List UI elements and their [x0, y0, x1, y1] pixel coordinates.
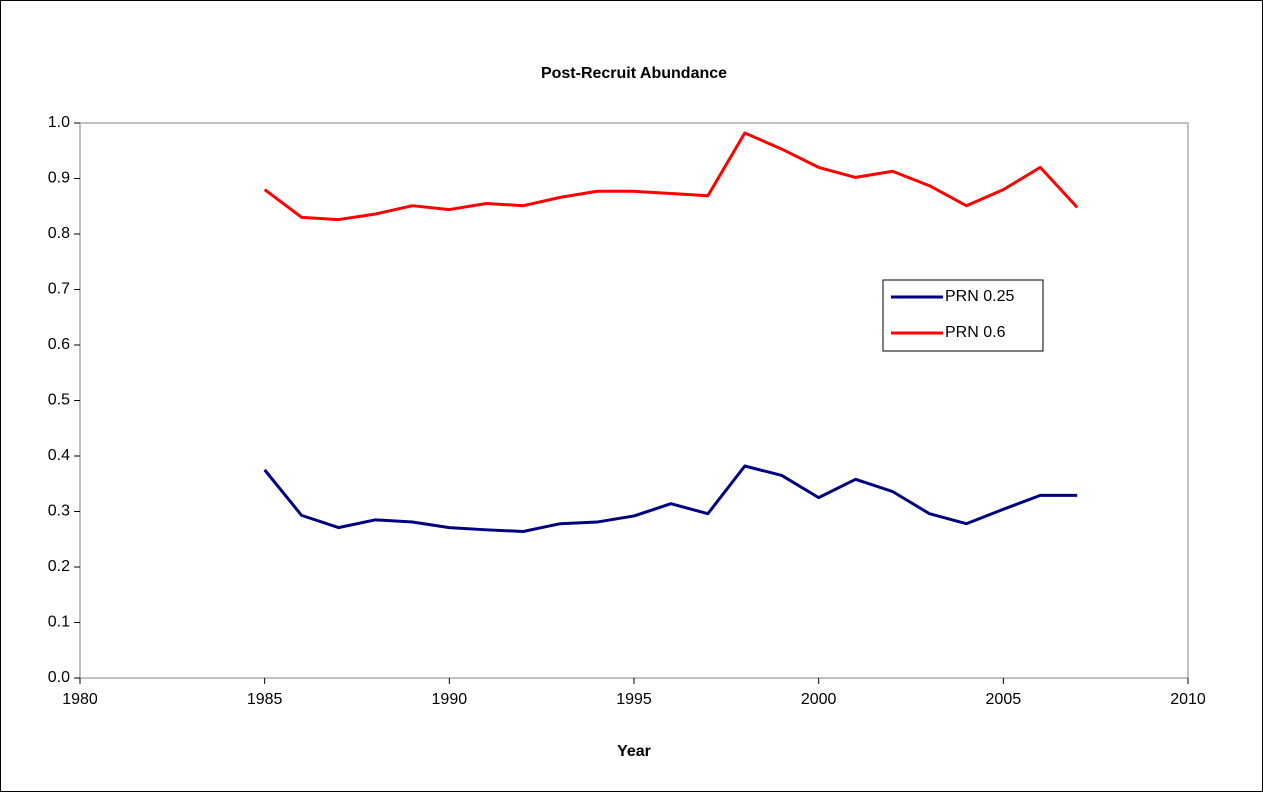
x-axis-label: Year: [617, 743, 651, 760]
y-tick-label: 0.1: [48, 614, 70, 631]
y-tick-label: 0.4: [48, 447, 70, 464]
legend-label: PRN 0.25: [945, 288, 1014, 305]
legend-label: PRN 0.6: [945, 324, 1006, 341]
y-tick-label: 0.9: [48, 170, 70, 187]
x-tick-label: 2005: [986, 691, 1022, 708]
x-tick-label: 1985: [247, 691, 283, 708]
plot-area: [79, 122, 1189, 679]
x-tick-label: 1980: [62, 691, 98, 708]
y-tick-label: 0.5: [48, 392, 70, 409]
y-tick-label: 0.3: [48, 503, 70, 520]
y-tick-label: 0.8: [48, 225, 70, 242]
y-tick-label: 0.0: [48, 669, 70, 686]
y-tick-label: 1.0: [48, 114, 70, 131]
x-tick-label: 2010: [1170, 691, 1206, 708]
y-tick-label: 0.7: [48, 281, 70, 298]
chart-title: Post-Recruit Abundance: [541, 65, 727, 82]
x-tick-label: 1990: [432, 691, 468, 708]
y-tick-label: 0.6: [48, 336, 70, 353]
data-line: [263, 464, 1078, 533]
x-tick-label: 2000: [801, 691, 837, 708]
x-tick-label: 1995: [616, 691, 652, 708]
y-tick-label: 0.2: [48, 558, 70, 575]
data-line: [263, 131, 1079, 222]
legend-box: [882, 279, 1044, 352]
